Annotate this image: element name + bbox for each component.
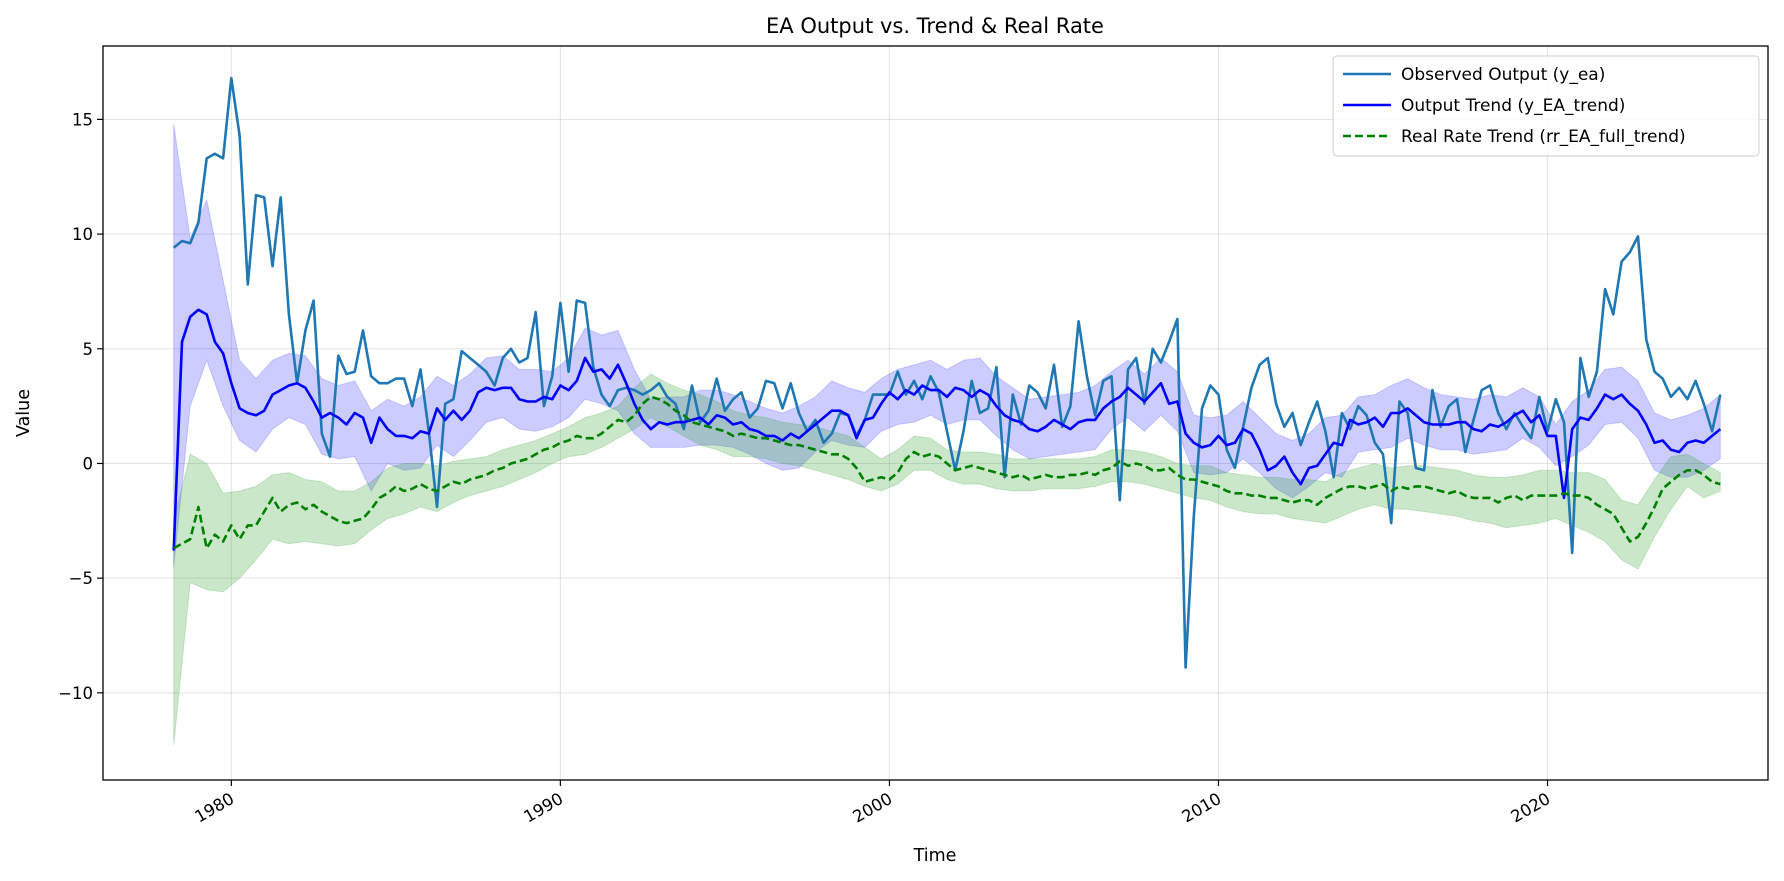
legend-label-trend: Output Trend (y_EA_trend) <box>1401 96 1625 116</box>
series-line-observed <box>172 76 1722 669</box>
x-axis-label: Time <box>913 846 957 866</box>
y-tick-label-0: 0 <box>83 454 94 473</box>
chart-title: EA Output vs. Trend & Real Rate <box>766 14 1104 38</box>
series-line-trend <box>172 308 1722 551</box>
y-tick-label-10: 10 <box>72 225 93 244</box>
y-tick-label--10: −10 <box>58 684 93 703</box>
y-tick-label--5: −5 <box>69 569 93 588</box>
y-axis-label: Value <box>14 389 34 437</box>
legend-label-observed: Observed Output (y_ea) <box>1401 65 1605 85</box>
y-tick-label-15: 15 <box>72 110 93 129</box>
legend-box <box>1332 55 1760 157</box>
plot-frame <box>102 45 1769 781</box>
legend-label-real-rate: Real Rate Trend (rr_EA_full_trend) <box>1401 127 1686 147</box>
series-line-real-rate <box>173 395 1721 550</box>
y-tick-label-5: 5 <box>83 340 94 359</box>
y-axis-ticks: −10 −5 0 5 10 15 <box>58 110 103 703</box>
series-lines <box>172 76 1722 669</box>
legend: Observed Output (y_ea) Output Trend (y_E… <box>1332 55 1760 157</box>
